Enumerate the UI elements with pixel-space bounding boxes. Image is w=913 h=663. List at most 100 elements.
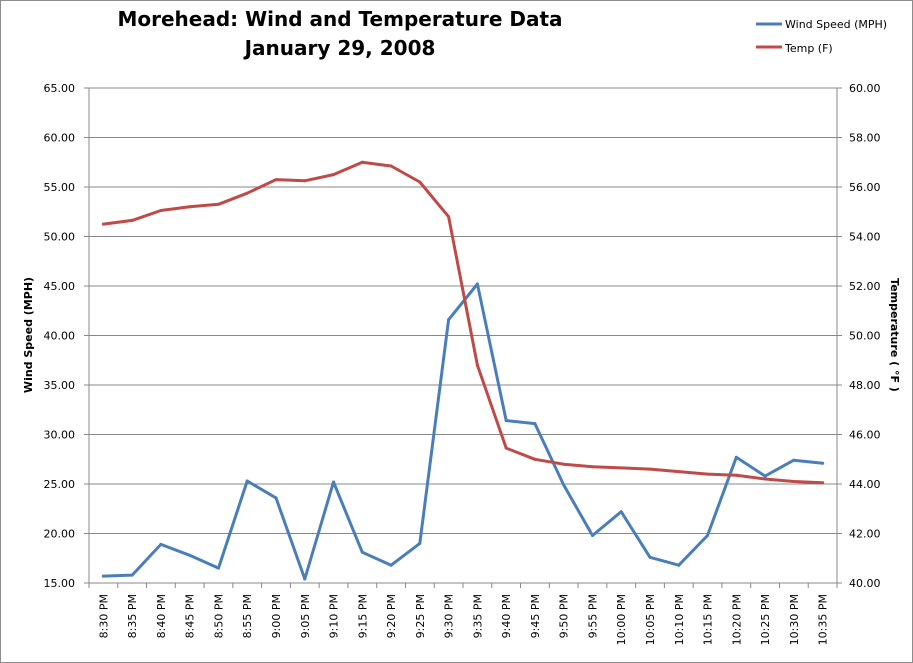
left-tick-label: 30.00 — [44, 429, 76, 442]
x-tick-label: 9:00 PM — [270, 594, 283, 638]
right-tick-label: 40.00 — [849, 577, 881, 590]
data-point-temp — [130, 218, 134, 222]
data-point-temp — [562, 462, 566, 466]
x-tick-label: 9:45 PM — [529, 594, 542, 638]
right-tick-label: 50.00 — [849, 330, 881, 343]
data-point-temp — [159, 209, 163, 212]
data-point-temp — [217, 202, 220, 206]
chart-title-line-1: Morehead: Wind and Temperature Data — [117, 7, 562, 31]
data-point-temp — [245, 191, 249, 195]
left-tick-label: 40.00 — [44, 330, 76, 343]
data-point-wind-speed — [562, 483, 566, 487]
x-axis-ticks: 8:30 PM 8:35 PM 8:40 PM 8:45 PM 8:50 PM 8:55 … — [97, 594, 829, 645]
legend-label-temp: Temp (F) — [784, 42, 833, 55]
data-point-wind-speed — [303, 577, 307, 581]
axes — [84, 87, 842, 588]
data-point-wind-speed — [389, 563, 393, 567]
data-point-wind-speed — [101, 574, 105, 578]
data-point-temp — [821, 481, 825, 485]
right-tick-label: 46.00 — [849, 429, 881, 442]
right-tick-label: 42.00 — [849, 528, 881, 541]
data-point-wind-speed — [447, 318, 451, 322]
left-tick-label: 15.00 — [44, 577, 76, 590]
right-axis-label: Temperature ( °F ) — [888, 278, 901, 392]
data-point-temp — [188, 205, 192, 209]
right-tick-label: 54.00 — [849, 231, 881, 244]
data-point-temp — [706, 472, 709, 476]
data-point-wind-speed — [332, 480, 335, 484]
x-tick-label: 8:30 PM — [97, 594, 110, 638]
left-tick-label: 25.00 — [44, 478, 76, 491]
data-point-wind-speed — [821, 461, 825, 465]
legend: Wind Speed (MPH) Temp (F) — [756, 18, 887, 55]
data-point-temp — [792, 480, 796, 483]
right-axis-ticks: 40.00 42.00 44.00 46.00 48.00 50.00 52.00 54.00… — [849, 82, 881, 590]
right-tick-label: 60.00 — [849, 82, 881, 95]
data-point-temp — [360, 160, 364, 164]
x-tick-label: 10:20 PM — [730, 594, 743, 645]
x-tick-label: 9:40 PM — [500, 594, 513, 638]
chart-title-line-2: January 29, 2008 — [243, 36, 436, 60]
left-tick-label: 50.00 — [44, 231, 76, 244]
data-point-temp — [504, 446, 508, 450]
left-tick-label: 60.00 — [44, 132, 76, 145]
x-tick-label: 8:35 PM — [126, 594, 139, 638]
legend-label-wind-speed: Wind Speed (MPH) — [785, 18, 887, 31]
x-tick-label: 10:35 PM — [817, 594, 830, 645]
data-point-wind-speed — [504, 419, 508, 423]
data-point-wind-speed — [591, 534, 594, 537]
x-tick-label: 8:50 PM — [212, 594, 225, 638]
data-point-wind-speed — [360, 550, 364, 554]
x-tick-label: 9:15 PM — [356, 594, 369, 638]
x-tick-label: 8:40 PM — [155, 594, 168, 638]
series-line-wind-speed — [101, 282, 825, 581]
gridlines — [89, 87, 837, 534]
x-tick-label: 9:10 PM — [328, 594, 341, 638]
data-point-temp — [303, 179, 307, 183]
x-tick-label: 10:05 PM — [644, 594, 657, 645]
data-point-temp — [418, 180, 422, 184]
right-tick-label: 52.00 — [849, 280, 881, 293]
series-layer — [101, 160, 825, 581]
x-tick-label: 9:35 PM — [471, 594, 484, 638]
data-point-wind-speed — [533, 422, 537, 426]
x-tick-label: 10:25 PM — [759, 594, 772, 645]
data-point-temp — [533, 457, 537, 461]
data-point-wind-speed — [188, 553, 192, 557]
data-point-wind-speed — [217, 566, 220, 570]
data-point-temp — [447, 215, 451, 219]
data-point-wind-speed — [130, 573, 134, 577]
x-tick-label: 10:15 PM — [702, 594, 715, 645]
left-tick-label: 55.00 — [44, 181, 76, 194]
left-axis-ticks: 15.00 20.00 25.00 30.00 35.00 40.00 45.00 50.00… — [44, 82, 76, 590]
data-point-wind-speed — [763, 474, 767, 478]
left-tick-label: 65.00 — [44, 82, 76, 95]
right-tick-label: 56.00 — [849, 181, 881, 194]
x-tick-label: 9:20 PM — [385, 594, 398, 638]
data-point-temp — [677, 470, 681, 474]
data-point-wind-speed — [619, 510, 623, 514]
data-point-temp — [619, 466, 623, 470]
data-point-wind-speed — [245, 479, 249, 483]
data-point-temp — [648, 467, 652, 471]
data-point-wind-speed — [418, 541, 422, 545]
data-point-wind-speed — [475, 282, 479, 286]
data-point-wind-speed — [792, 458, 796, 462]
x-tick-label: 10:10 PM — [673, 594, 686, 645]
data-point-temp — [332, 173, 335, 177]
x-tick-label: 10:30 PM — [788, 594, 801, 645]
left-tick-label: 45.00 — [44, 280, 76, 293]
data-point-temp — [274, 178, 278, 182]
left-tick-label: 35.00 — [44, 379, 76, 392]
x-tick-label: 10:00 PM — [615, 594, 628, 645]
right-tick-label: 58.00 — [849, 132, 881, 145]
data-point-wind-speed — [159, 542, 163, 546]
x-tick-label: 9:25 PM — [414, 594, 427, 638]
x-tick-label: 9:50 PM — [558, 594, 571, 638]
data-point-temp — [389, 164, 393, 168]
x-tick-label: 9:05 PM — [299, 594, 312, 638]
data-point-temp — [734, 473, 738, 477]
data-point-wind-speed — [274, 496, 278, 500]
